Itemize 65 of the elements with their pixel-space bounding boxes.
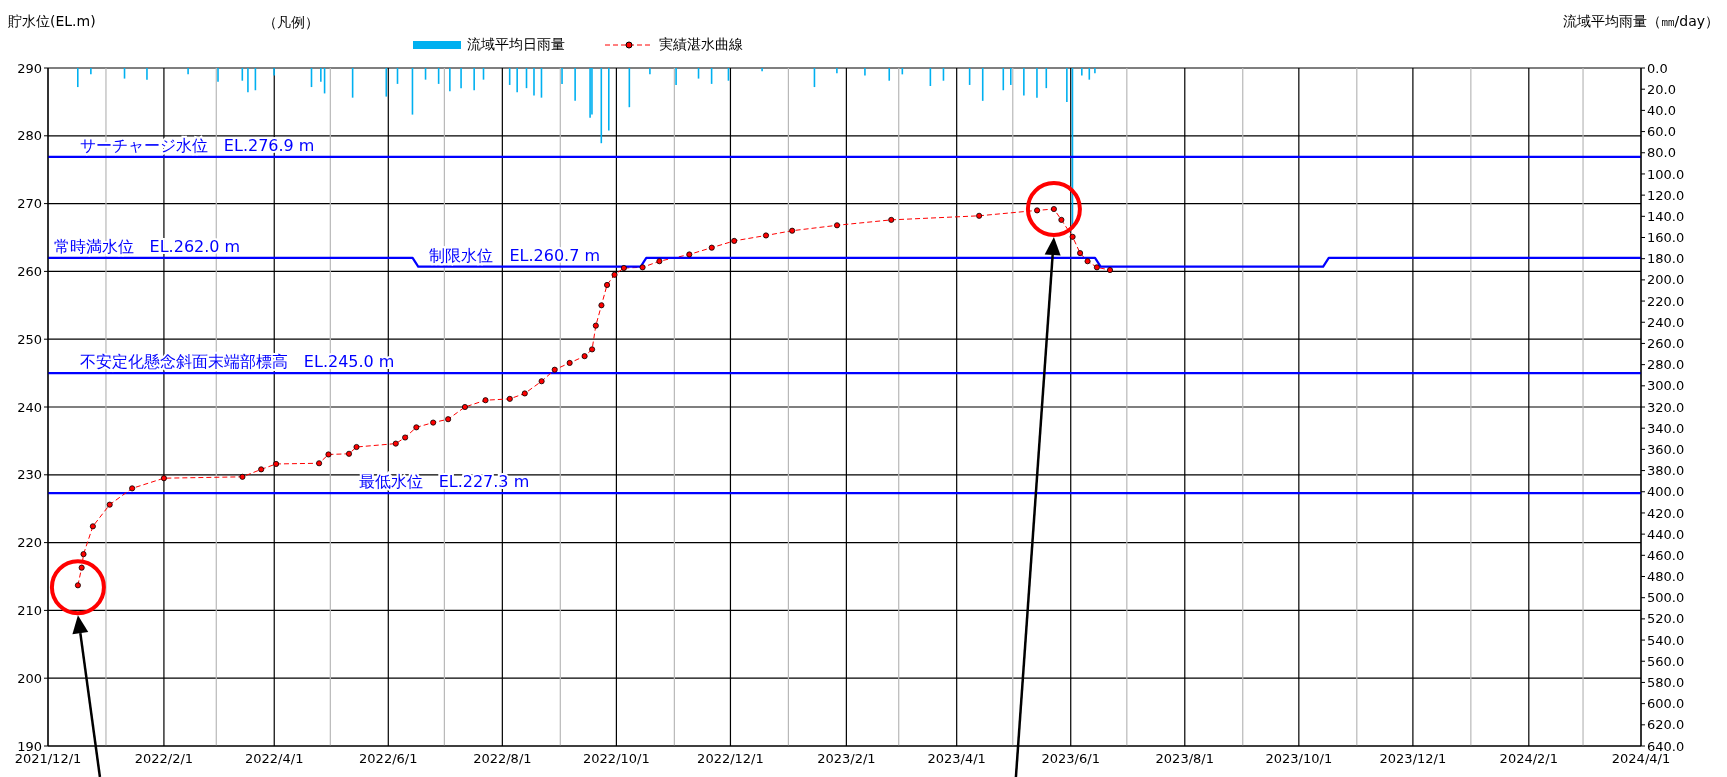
y2-tick-label: 400.0: [1647, 484, 1685, 500]
x-tick-label: 2023/10/1: [1265, 751, 1333, 767]
x-tick-label: 2023/6/1: [1041, 751, 1100, 767]
y2-tick-label: 560.0: [1647, 653, 1685, 669]
x-tick-label: 2022/12/1: [697, 751, 764, 767]
y2-tick-label: 20.0: [1647, 81, 1676, 97]
y2-tick-label: 580.0: [1647, 675, 1685, 691]
y-axis-title: 貯水位(EL.m): [8, 13, 96, 29]
legend-label: 実績湛水曲線: [659, 36, 743, 54]
y2-tick-label: 60.0: [1647, 124, 1676, 140]
y2-tick-label: 340.0: [1647, 420, 1685, 436]
x-tick-label: 2022/10/1: [583, 751, 650, 767]
legend-label: 流域平均日雨量: [467, 36, 565, 54]
y2-tick-label: 440.0: [1647, 526, 1685, 542]
x-tick-label: 2023/8/1: [1155, 751, 1214, 767]
y-tick-label: 190: [17, 738, 42, 754]
y-tick-label: 210: [17, 603, 42, 619]
y2-tick-label: 320.0: [1647, 399, 1685, 415]
y2-tick-label: 140.0: [1647, 208, 1685, 224]
y2-tick-label: 380.0: [1647, 463, 1685, 479]
y2-tick-label: 0.0: [1647, 60, 1668, 76]
y2-tick-label: 620.0: [1647, 717, 1685, 733]
y2-tick-label: 160.0: [1647, 230, 1685, 246]
y2-tick-label: 100.0: [1647, 166, 1685, 182]
y-tick-label: 260: [17, 264, 42, 280]
y-tick-label: 270: [17, 196, 42, 212]
y-tick-label: 230: [17, 467, 42, 483]
y-tick-label: 290: [17, 60, 42, 76]
y2-tick-label: 420.0: [1647, 505, 1685, 521]
y2-tick-label: 260.0: [1647, 336, 1685, 352]
x-tick-label: 2021/12/1: [14, 751, 82, 767]
y2-tick-label: 460.0: [1647, 547, 1685, 563]
y2-tick-label: 640.0: [1647, 738, 1685, 754]
y2-tick-label: 480.0: [1647, 569, 1685, 585]
y2-tick-label: 600.0: [1647, 696, 1685, 712]
x-tick-label: 2022/8/1: [473, 751, 532, 767]
x-tick-label: 2022/4/1: [245, 751, 304, 767]
y2-tick-label: 500.0: [1647, 590, 1685, 606]
x-tick-label: 2023/4/1: [927, 751, 986, 767]
x-tick-label: 2024/4/1: [1611, 751, 1671, 767]
y2-axis-title: 流域平均雨量（㎜/day）: [1562, 13, 1719, 29]
y2-tick-label: 80.0: [1647, 145, 1676, 161]
x-tick-label: 2024/2/1: [1499, 751, 1559, 767]
y2-tick-label: 280.0: [1647, 357, 1685, 373]
y2-tick-label: 360.0: [1647, 441, 1685, 457]
y2-tick-label: 180.0: [1647, 251, 1685, 267]
y2-tick-label: 300.0: [1647, 378, 1685, 394]
x-tick-label: 2023/2/1: [817, 751, 876, 767]
y2-tick-label: 240.0: [1647, 314, 1685, 330]
y-tick-label: 200: [17, 670, 42, 686]
y2-tick-label: 220.0: [1647, 293, 1685, 309]
x-tick-label: 2023/12/1: [1379, 751, 1447, 767]
y2-tick-label: 540.0: [1647, 632, 1685, 648]
y2-tick-label: 120.0: [1647, 187, 1685, 203]
y2-tick-label: 200.0: [1647, 272, 1685, 288]
y-tick-label: 220: [17, 535, 42, 551]
legend-title: （凡例）: [263, 14, 320, 32]
annotation: 制限水位 EL.260.7 m: [429, 245, 601, 265]
y2-tick-label: 40.0: [1647, 102, 1676, 118]
x-tick-label: 2022/6/1: [359, 751, 418, 767]
y2-tick-label: 520.0: [1647, 611, 1685, 627]
y-tick-label: 280: [17, 128, 42, 144]
y-tick-label: 250: [17, 331, 42, 347]
x-tick-label: 2022/2/1: [134, 751, 194, 767]
y-tick-label: 240: [17, 399, 42, 415]
